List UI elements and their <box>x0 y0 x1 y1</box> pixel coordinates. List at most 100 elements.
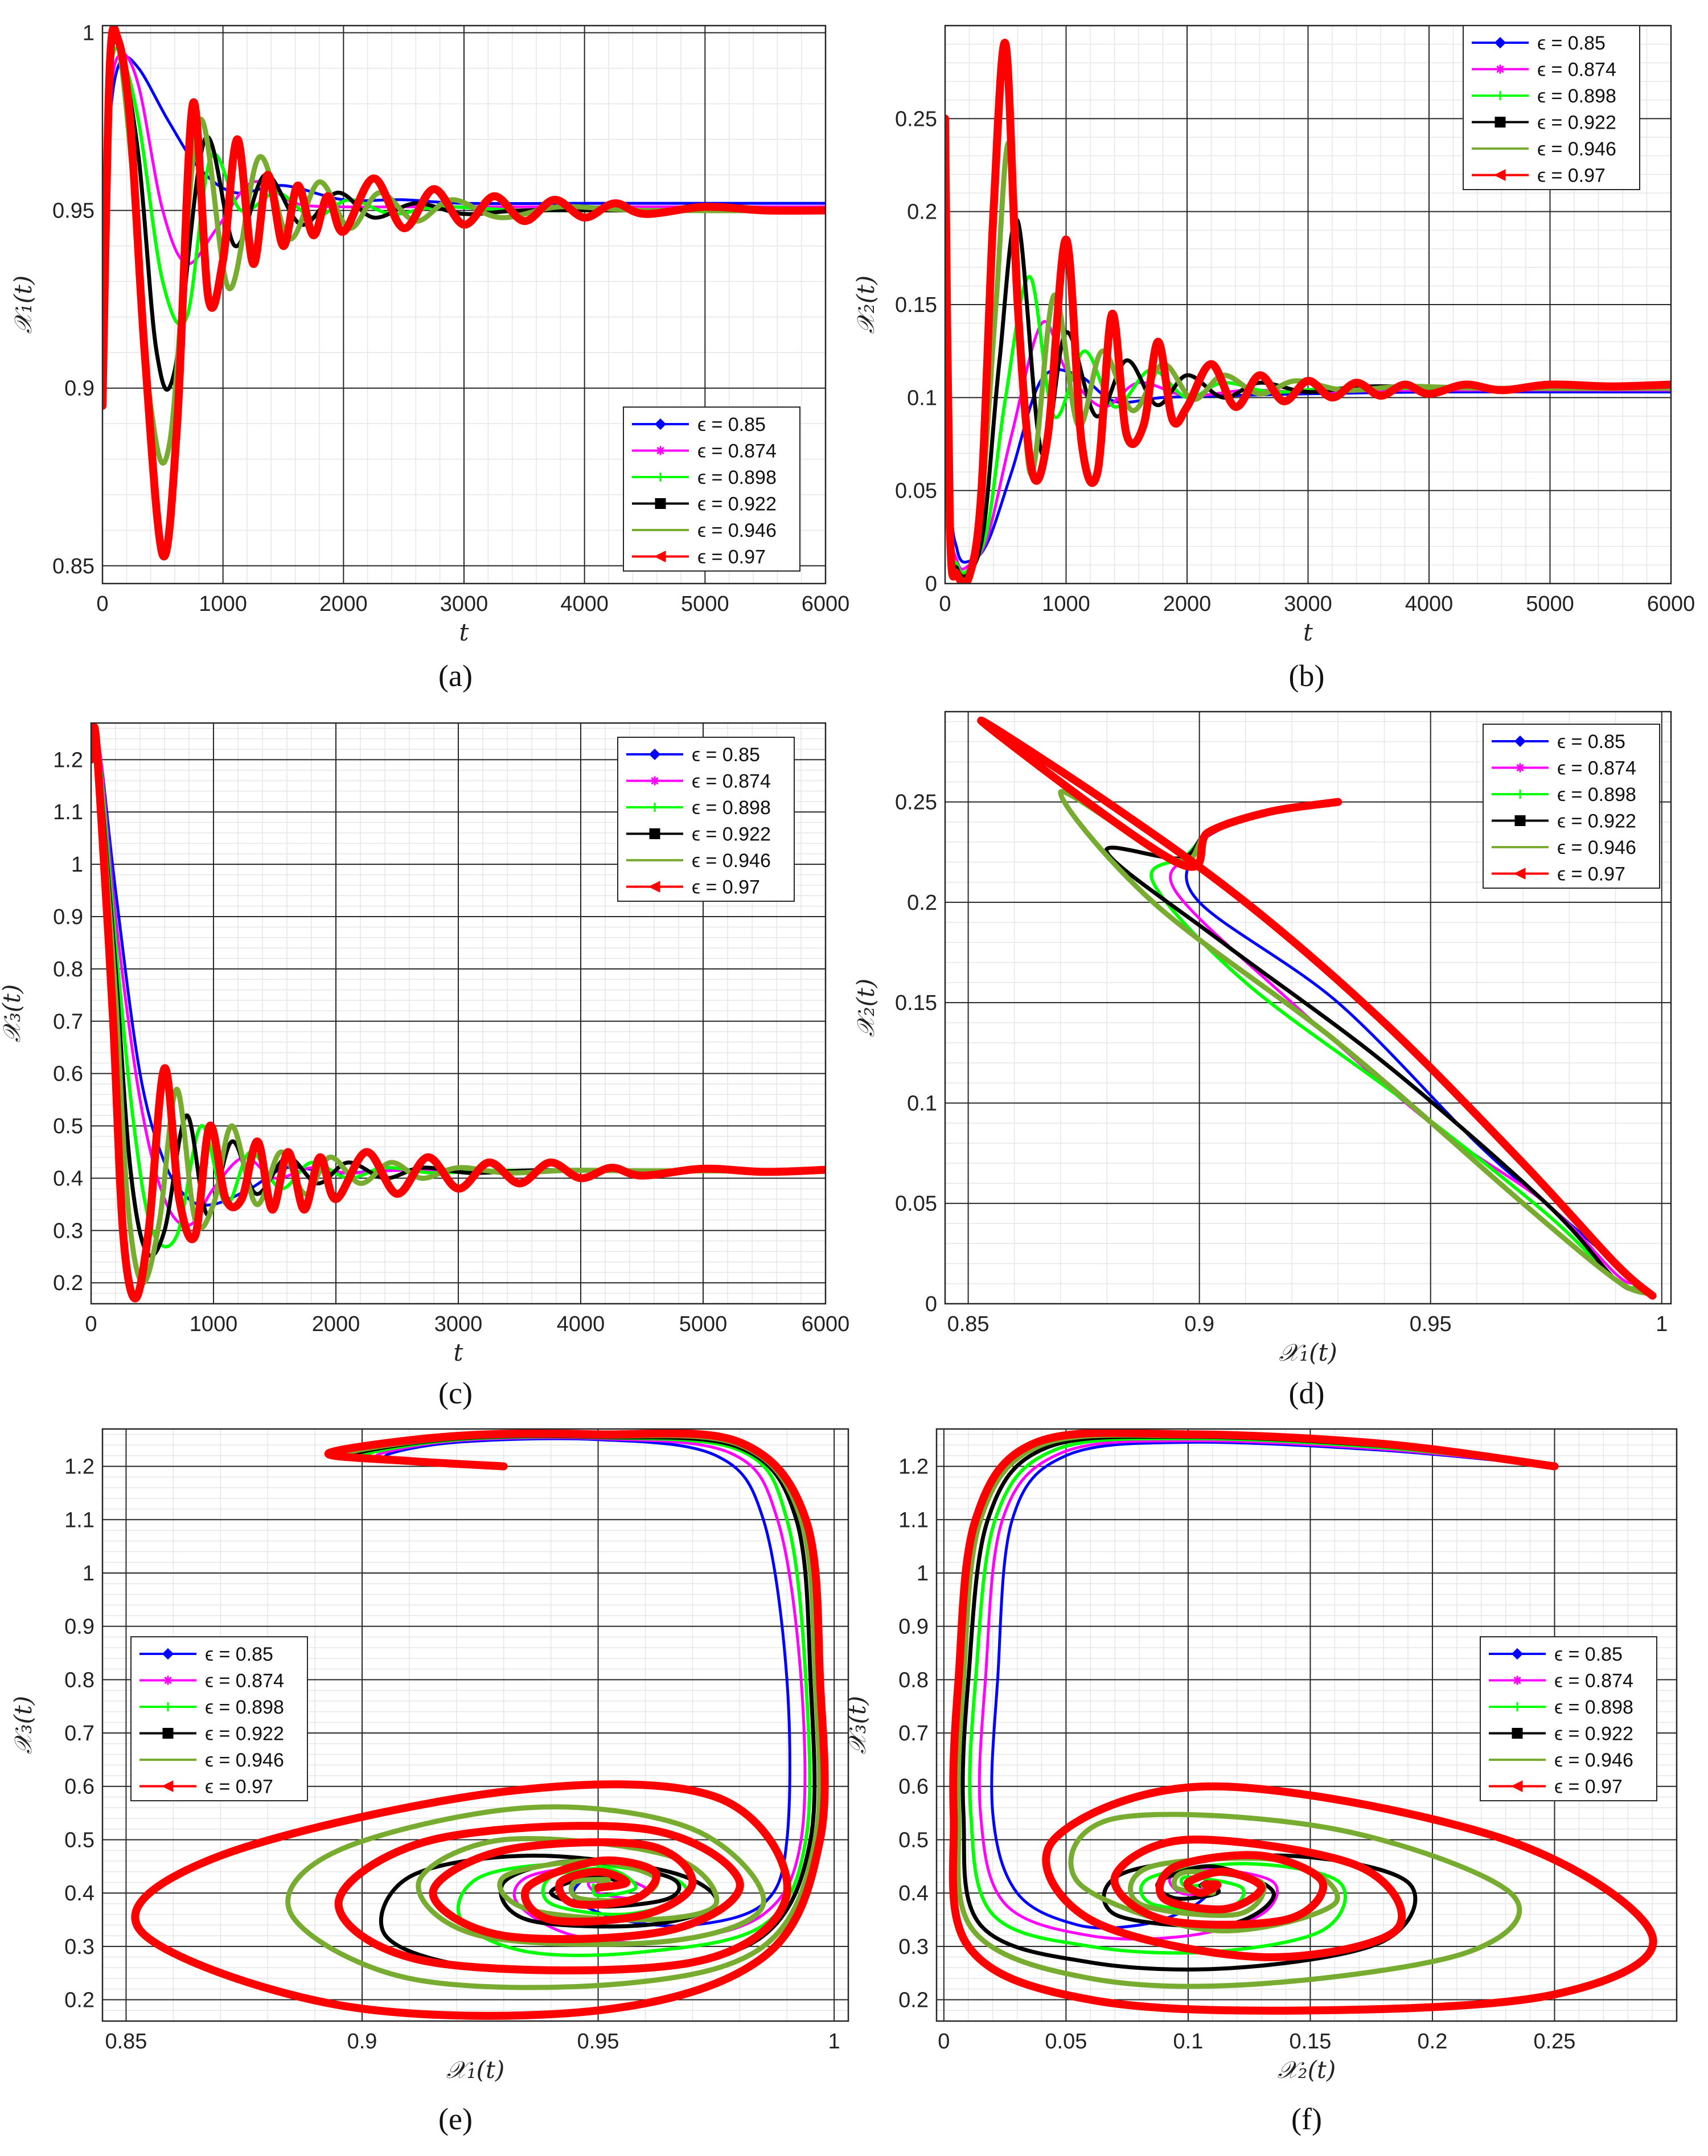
chart-panel-f: 0 0.05 0.1 0.15 0.2 0.25 0.2 0.3 0.4 0.5 0.6 0.7 0.8… <box>843 1428 1678 2136</box>
legend-label: ϵ = 0.85 <box>1557 731 1625 753</box>
legend-marker-icon <box>162 1648 174 1660</box>
y-tick-label: 0.15 <box>895 991 937 1015</box>
legend-marker-icon <box>654 418 667 430</box>
y-tick-label: 0.2 <box>907 200 937 224</box>
y-tick-label: 1.1 <box>898 1508 929 1532</box>
legend: ϵ = 0.85 ϵ = 0.874 ϵ = 0.898 ϵ = 0.922 ϵ = 0… <box>1463 25 1640 190</box>
legend-label: ϵ = 0.922 <box>697 494 777 515</box>
y-axis-label: 𝒳₃(t) <box>9 1696 37 1755</box>
legend-marker-icon <box>1511 1648 1524 1660</box>
chart-panel-e: 0.85 0.9 0.95 1 0.2 0.3 0.4 0.5 0.6 0.7 0.8 0.9 1 1.1… <box>9 1428 849 2136</box>
x-tick-label: 2000 <box>1163 592 1212 616</box>
series-line-6 <box>949 1429 1657 2015</box>
y-tick-label: 0.8 <box>53 958 83 982</box>
legend-entry: ϵ = 0.946 <box>1492 837 1636 859</box>
legend-entry: ϵ = 0.874 <box>139 1670 284 1692</box>
legend-entry: ϵ = 0.85 <box>1472 32 1606 54</box>
series-group <box>131 1429 829 2020</box>
y-tick-label: 0.7 <box>53 1010 83 1034</box>
y-tick-label: 1 <box>83 21 95 45</box>
y-tick-label: 0.4 <box>898 1882 929 1906</box>
x-tick-label: 0.25 <box>1533 2030 1575 2054</box>
x-tick-label: 5000 <box>1526 592 1574 616</box>
legend-marker-icon <box>648 881 660 893</box>
x-tick-label: 3000 <box>434 1312 483 1336</box>
y-tick-label: 0.9 <box>898 1615 929 1639</box>
panel-caption: (e) <box>438 2102 473 2136</box>
y-tick-label: 0.15 <box>895 293 937 317</box>
legend-entry: ϵ = 0.874 <box>1492 758 1636 779</box>
plot-frame <box>944 24 1672 585</box>
x-tick-label: 0.95 <box>1410 1312 1452 1336</box>
chart-panel-d: 0.85 0.9 0.95 1 0 0.05 0.1 0.15 0.2 0.25 𝒳₁(t) 𝒳₂(t… <box>852 711 1672 1410</box>
legend: ϵ = 0.85 ϵ = 0.874 ϵ = 0.898 ϵ = 0.922 ϵ = 0… <box>1483 724 1660 889</box>
y-tick-label: 0.5 <box>53 1115 83 1139</box>
legend-entry: ϵ = 0.874 <box>1472 59 1616 81</box>
legend-entry: ϵ = 0.85 <box>632 414 766 436</box>
y-tick-label: 1.2 <box>898 1455 929 1479</box>
series-group <box>949 1429 1657 2015</box>
y-tick-label: 0.8 <box>898 1668 929 1692</box>
x-tick-label: 4000 <box>1405 592 1454 616</box>
legend-marker-icon <box>161 1780 174 1792</box>
legend-entry: ϵ = 0.946 <box>1489 1750 1633 1771</box>
legend-marker-icon <box>1516 790 1525 799</box>
legend-marker-icon <box>1496 64 1505 74</box>
y-tick-label: 0.3 <box>898 1935 929 1959</box>
y-tick-label: 0.2 <box>898 1989 929 2013</box>
legend-label: ϵ = 0.946 <box>1557 837 1636 859</box>
panel-caption: (b) <box>1289 659 1325 693</box>
y-tick-label: 1.2 <box>53 748 83 772</box>
legend-marker-icon <box>163 1702 173 1711</box>
y-tick-label: 1 <box>71 853 83 877</box>
legend-label: ϵ = 0.946 <box>692 850 771 872</box>
legend-entry: ϵ = 0.898 <box>1489 1697 1633 1718</box>
plot-frame <box>935 1428 1678 2022</box>
x-tick-label: 0.05 <box>1045 2030 1087 2054</box>
panel-caption: (c) <box>438 1376 473 1410</box>
y-tick-label: 0.6 <box>898 1775 929 1799</box>
chart-panel-c: 0 1000 2000 3000 4000 5000 6000 0.2 0.3 0.4 0.5 0.6… <box>0 722 849 1410</box>
series-group <box>102 26 826 561</box>
y-axis-label: 𝒳₃(t) <box>0 984 26 1043</box>
legend-label: ϵ = 0.97 <box>1537 165 1606 187</box>
y-tick-label: 1 <box>917 1562 929 1586</box>
legend-label: ϵ = 0.97 <box>1554 1776 1623 1798</box>
chart-panel-b: 0 1000 2000 3000 4000 5000 6000 0 0.05 0.1 0.15 0.2… <box>852 24 1695 693</box>
legend-entry: ϵ = 0.97 <box>1492 864 1625 885</box>
legend-marker-icon <box>655 498 666 509</box>
legend-label: ϵ = 0.97 <box>205 1776 273 1798</box>
y-tick-label: 0.5 <box>898 1828 929 1852</box>
x-tick-label: 1000 <box>199 592 247 616</box>
legend-box <box>617 737 795 902</box>
y-tick-label: 0.2 <box>64 1989 95 2013</box>
x-tick-label: 0 <box>96 592 108 616</box>
y-tick-label: 0 <box>925 572 937 596</box>
y-tick-label: 0.6 <box>53 1062 83 1086</box>
legend-label: ϵ = 0.97 <box>697 547 766 568</box>
legend-entry: ϵ = 0.946 <box>139 1750 284 1771</box>
x-axis-label: 𝒳₁(t) <box>1279 1338 1337 1366</box>
x-tick-label: 6000 <box>802 592 850 616</box>
y-tick-label: 1 <box>83 1562 95 1586</box>
y-tick-label: 0.25 <box>895 107 937 131</box>
legend-entry: ϵ = 0.898 <box>632 467 777 488</box>
plot-frame <box>101 1428 849 2022</box>
legend-marker-icon <box>1516 763 1525 773</box>
y-tick-label: 0.9 <box>64 1615 95 1639</box>
y-axis-label: 𝒳₂(t) <box>852 276 880 334</box>
x-tick-label: 0.85 <box>947 1312 990 1336</box>
x-tick-label: 3000 <box>440 592 488 616</box>
legend-label: ϵ = 0.97 <box>1557 864 1625 885</box>
legend-entry: ϵ = 0.97 <box>1472 165 1606 187</box>
x-tick-label: 2000 <box>319 592 368 616</box>
legend-entry: ϵ = 0.946 <box>632 520 777 541</box>
y-axis-label: 𝒳₁(t) <box>9 276 37 334</box>
plot-frame <box>101 24 827 585</box>
y-tick-label: 0.6 <box>64 1775 95 1799</box>
legend-entry: ϵ = 0.922 <box>1492 811 1636 832</box>
series-line-6 <box>91 723 826 1303</box>
legend-marker-icon <box>648 748 661 761</box>
legend-label: ϵ = 0.922 <box>1554 1723 1633 1745</box>
